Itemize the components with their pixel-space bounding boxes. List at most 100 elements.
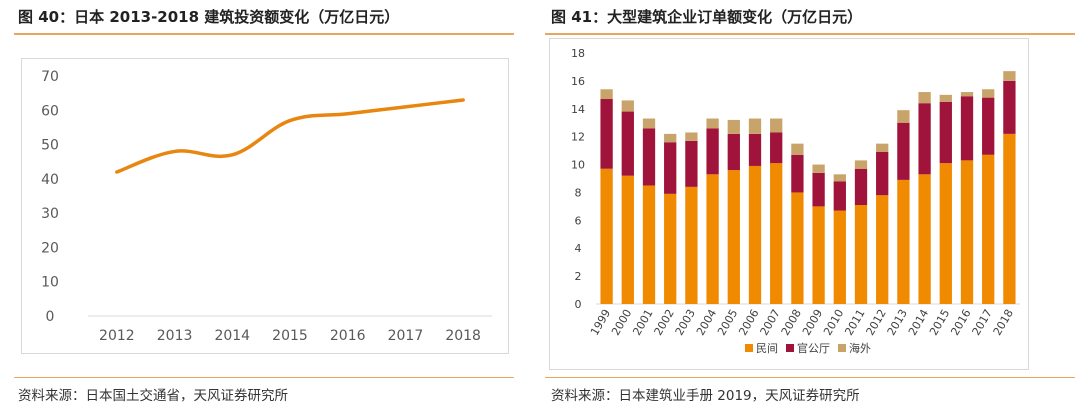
y-tick-label: 40 xyxy=(41,172,59,188)
left-chart-frame: 0 10 20 30 40 50 60 70 2012 2013 2014 2015 2016 2017 2… xyxy=(21,58,509,354)
bar-segment xyxy=(812,172,825,207)
bar-segment xyxy=(982,154,995,304)
bar-segment xyxy=(748,133,762,166)
bar-segment xyxy=(960,160,974,304)
bar-segment xyxy=(685,132,698,141)
right-chart-frame: 0 2 4 6 8 10 12 14 16 18 1999 2000 2001 2002 2003 2004 2… xyxy=(549,38,1029,370)
right-figure-title: 图 41：大型建筑企业订单额变化（万亿日元） xyxy=(551,8,863,26)
y-tick-label: 16 xyxy=(571,75,585,88)
bar-segment xyxy=(685,186,698,304)
legend-swatch xyxy=(786,344,794,352)
legend-swatch xyxy=(745,344,753,352)
y-tick-label: 10 xyxy=(41,275,59,291)
bar-segment xyxy=(833,174,846,182)
bar-segment xyxy=(918,174,931,304)
bar-segment xyxy=(600,99,613,169)
bar-segment xyxy=(812,164,825,173)
x-tick-label: 2011 xyxy=(842,307,867,338)
bar-segment xyxy=(791,154,804,193)
legend: 民间 官公厅 海外 xyxy=(745,341,871,355)
x-tick-label: 2008 xyxy=(779,307,804,338)
bar-segment xyxy=(982,97,995,155)
bar-segment xyxy=(791,143,804,155)
x-tick-label: 2018 xyxy=(445,328,481,344)
bar-segment xyxy=(833,210,846,304)
left-title-rule xyxy=(14,33,514,35)
bar-segment xyxy=(939,163,952,304)
bar-segment xyxy=(982,89,995,98)
x-tick-label: 2016 xyxy=(948,307,973,338)
x-tick-label: 2006 xyxy=(736,307,761,338)
bar-segment xyxy=(727,170,740,304)
bar-segment xyxy=(600,89,613,100)
bar-segment xyxy=(770,132,783,164)
bar-segment xyxy=(748,118,762,134)
y-tick-label: 10 xyxy=(571,159,585,172)
x-tick-label: 2009 xyxy=(800,307,825,338)
bar-segment xyxy=(727,133,740,171)
y-tick-label: 50 xyxy=(41,138,59,154)
bar-segment xyxy=(897,122,910,180)
x-tick-label: 2014 xyxy=(906,307,931,338)
bar-segment xyxy=(685,140,698,187)
bar-segment xyxy=(833,181,846,211)
bar-segment xyxy=(1003,80,1016,134)
bar-segment xyxy=(706,118,719,129)
x-tick-label: 2005 xyxy=(715,307,740,338)
x-tick-label: 2012 xyxy=(864,307,889,338)
bar-segment xyxy=(876,195,889,304)
x-tick-label: 2015 xyxy=(927,307,952,338)
y-tick-label: 14 xyxy=(571,103,585,116)
bar-segment xyxy=(664,193,677,304)
bar-segment xyxy=(748,165,762,304)
bar-segment xyxy=(854,204,868,304)
bar-segment xyxy=(791,192,804,304)
left-source-rule xyxy=(14,377,514,378)
x-tick-label: 2002 xyxy=(652,307,677,338)
x-tick-label: 1999 xyxy=(588,307,613,338)
bar-segment xyxy=(1003,133,1016,304)
bar-segment xyxy=(642,128,656,186)
bar-segment xyxy=(727,119,740,134)
x-tick-label: 2007 xyxy=(758,307,783,338)
y-tick-label: 30 xyxy=(41,206,59,222)
bar-segment xyxy=(918,103,931,175)
bar-segment xyxy=(621,100,634,112)
y-tick-label: 4 xyxy=(575,242,582,255)
bar-segment xyxy=(897,110,910,123)
right-figure-panel: 图 41：大型建筑企业订单额变化（万亿日元） 0 2 4 6 8 10 12 14 16 18 19… xyxy=(545,0,1080,413)
x-tick-label: 2012 xyxy=(99,328,135,344)
y-tick-label: 20 xyxy=(41,240,59,256)
x-tick-label: 2004 xyxy=(694,307,719,338)
x-tick-label: 2000 xyxy=(609,307,634,338)
x-tick-label: 2013 xyxy=(157,328,193,344)
bar-segment xyxy=(918,92,931,104)
x-tick-label: 2014 xyxy=(214,328,250,344)
stacked-bar-chart: 0246810121416181999200020012002200320042… xyxy=(571,47,1020,355)
legend-label: 民间 xyxy=(756,342,778,355)
x-tick-label: 2017 xyxy=(388,328,424,344)
bar-segment xyxy=(600,168,613,304)
bar-segment xyxy=(770,118,783,133)
bar-segment xyxy=(770,163,783,304)
y-tick-label: 60 xyxy=(41,103,59,119)
x-tick-label: 2013 xyxy=(885,307,910,338)
line-chart: 0 10 20 30 40 50 60 70 2012 2013 2014 2015 2016 2017 2… xyxy=(41,69,492,344)
y-tick-label: 6 xyxy=(575,214,582,227)
bar-segment xyxy=(1003,71,1016,81)
left-source-note: 资料来源：日本国土交通省，天风证券研究所 xyxy=(18,388,288,404)
right-source-rule xyxy=(545,377,1075,378)
bar-segment xyxy=(664,142,677,194)
left-figure-panel: 图 40：日本 2013-2018 建筑投资额变化（万亿日元） 0 10 20 30 4… xyxy=(0,0,530,413)
bar-segment xyxy=(642,185,656,304)
legend-label: 海外 xyxy=(849,341,871,355)
right-title-rule xyxy=(545,33,1075,35)
bar-segment xyxy=(854,168,868,205)
x-tick-label: 2010 xyxy=(821,307,846,338)
bar-segment xyxy=(621,175,634,304)
bar-segment xyxy=(642,118,656,129)
x-tick-label: 2001 xyxy=(630,307,655,338)
bar-segment xyxy=(939,94,952,102)
bar-segment xyxy=(706,174,719,304)
y-tick-label: 70 xyxy=(41,69,59,85)
